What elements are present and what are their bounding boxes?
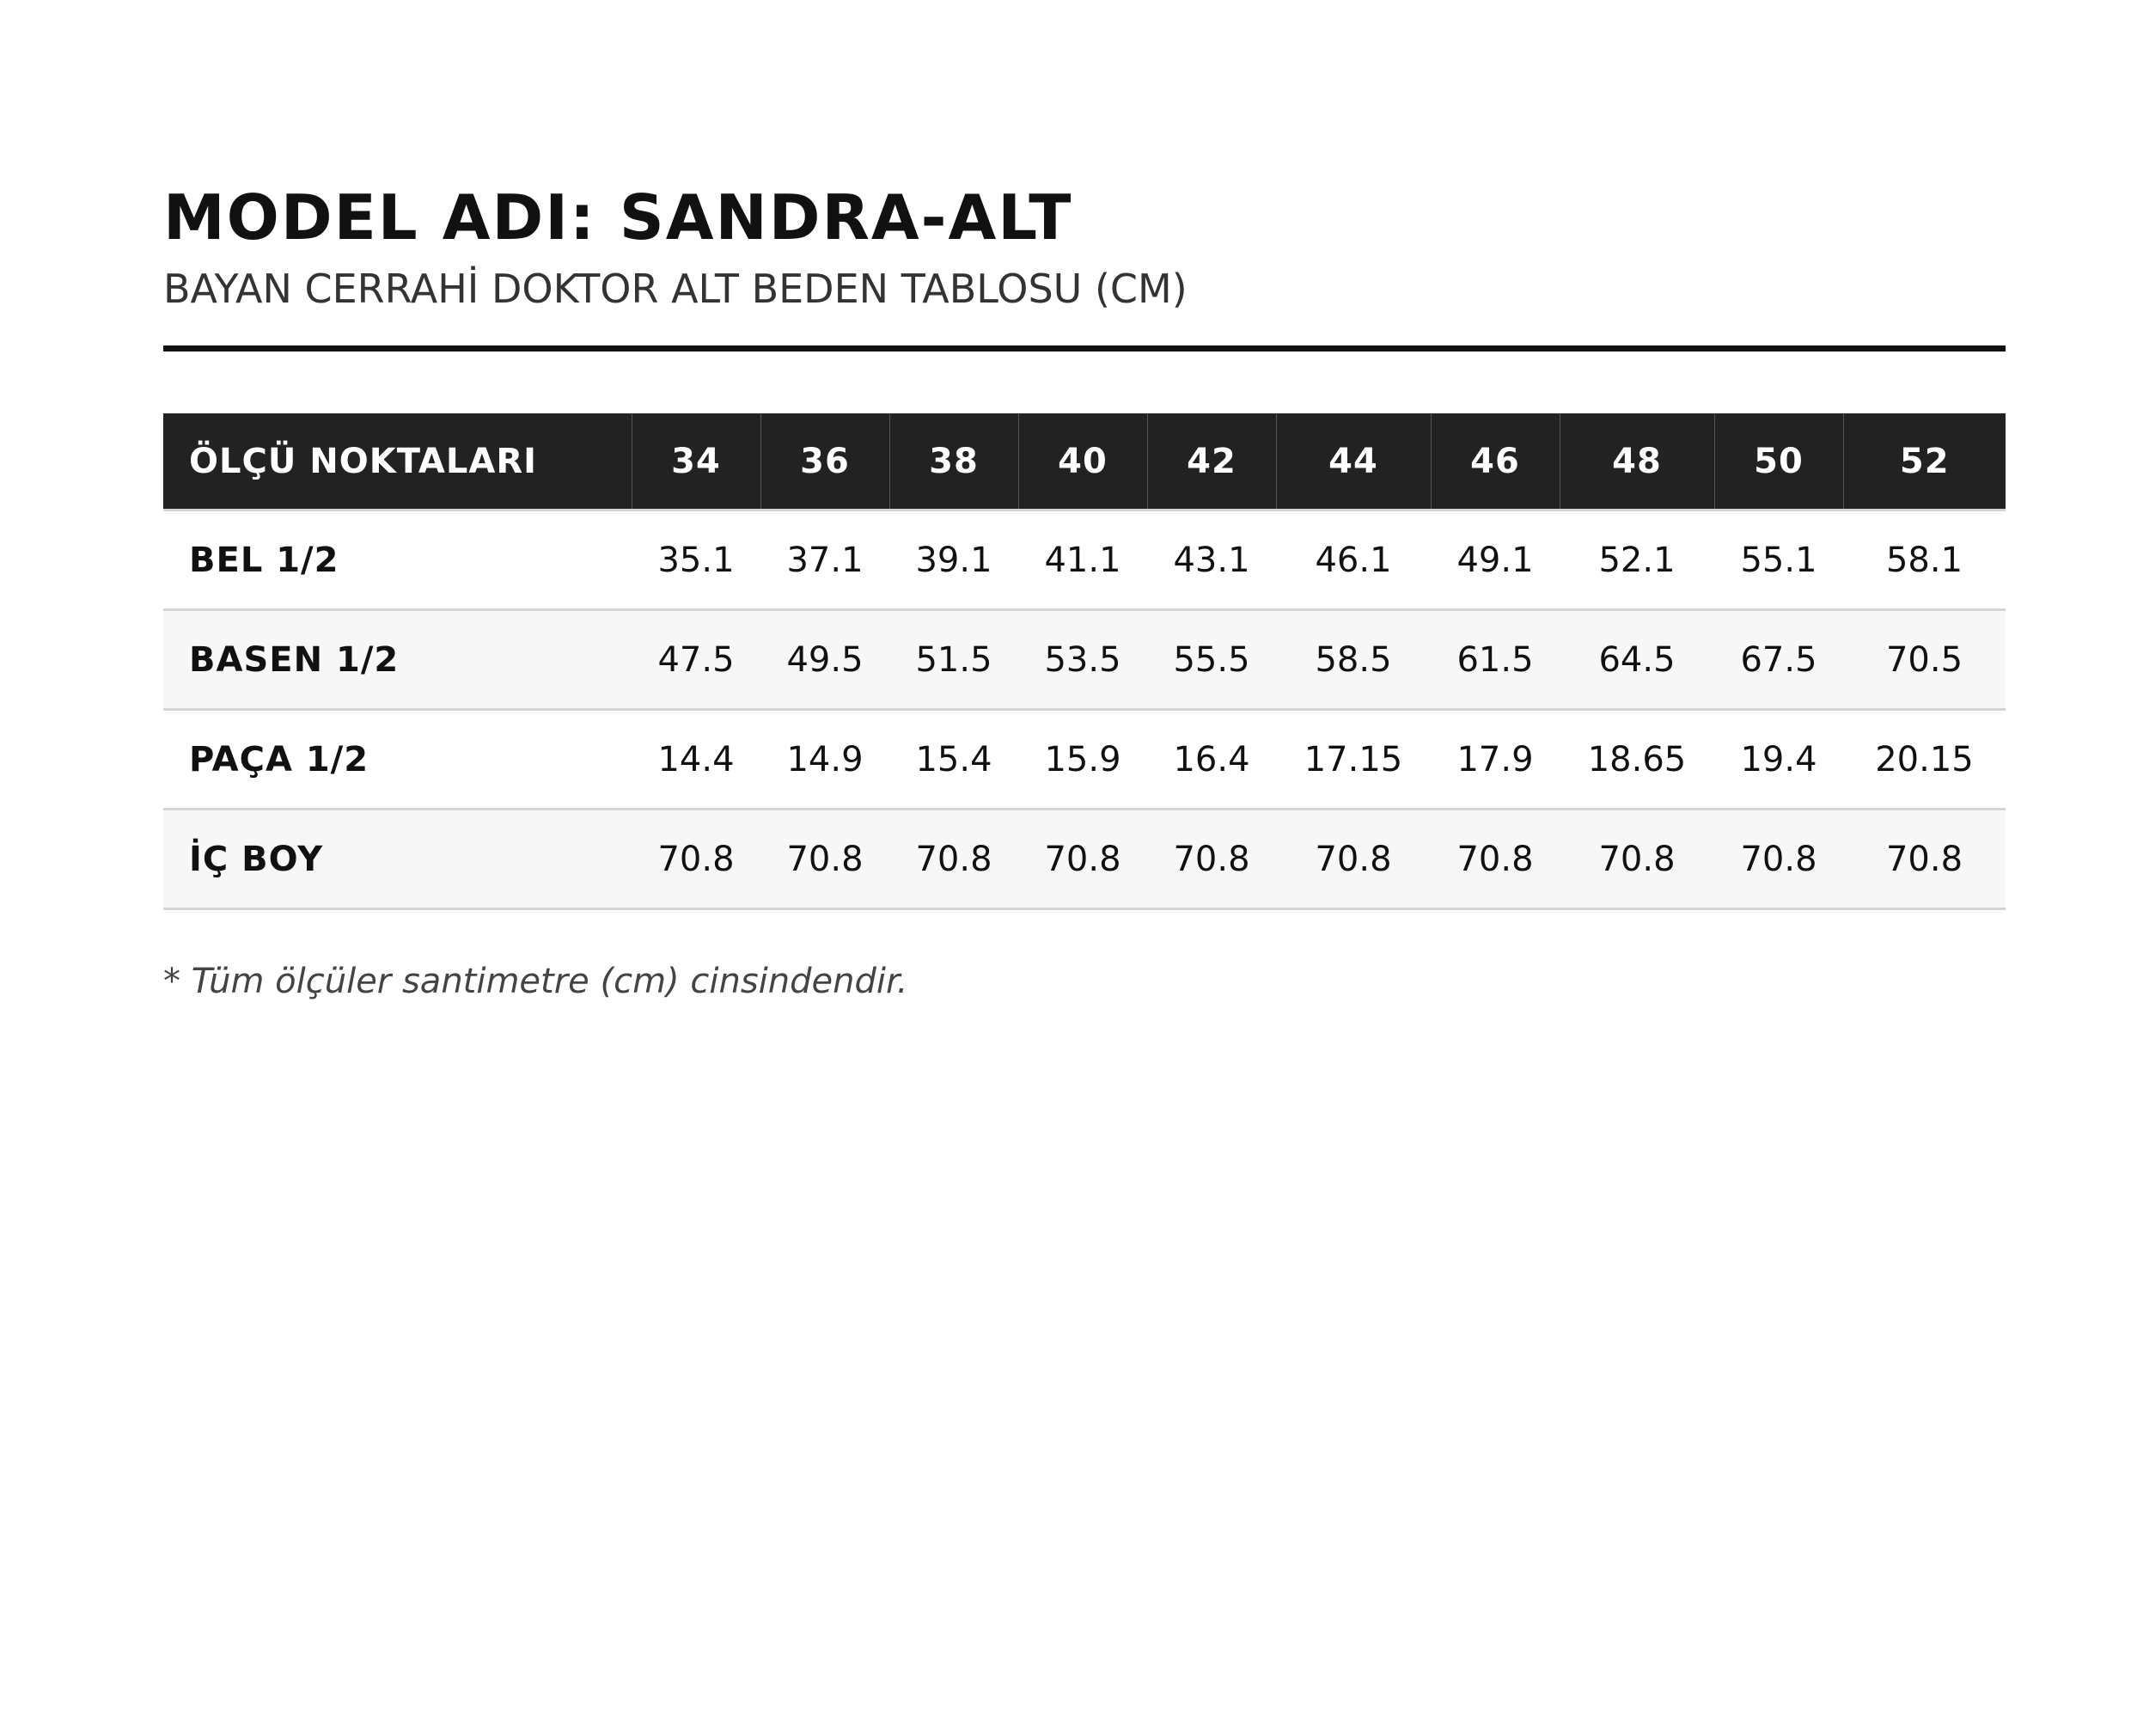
table-cell: 14.9 bbox=[760, 709, 889, 810]
table-row: BEL 1/2 35.1 37.1 39.1 41.1 43.1 46.1 49… bbox=[163, 510, 2006, 611]
table-cell: 70.8 bbox=[1843, 809, 2006, 910]
row-label-ic-boy: İÇ BOY bbox=[163, 809, 632, 910]
table-cell: 19.4 bbox=[1714, 709, 1843, 810]
header-size: 50 bbox=[1713, 413, 1843, 511]
table-cell: 15.9 bbox=[1018, 709, 1147, 810]
table-row: PAÇA 1/2 14.4 14.9 15.4 15.9 16.4 17.15 … bbox=[163, 709, 2006, 810]
page-subtitle: BAYAN CERRAHİ DOKTOR ALT BEDEN TABLOSU (… bbox=[163, 266, 1188, 312]
table-cell: 15.4 bbox=[889, 709, 1018, 810]
header-size: 36 bbox=[760, 413, 889, 511]
table-header-row: ÖLÇÜ NOKTALARI 34 36 38 40 42 44 46 48 5… bbox=[163, 413, 2006, 511]
table-cell: 18.65 bbox=[1560, 709, 1714, 810]
table-cell: 49.1 bbox=[1431, 510, 1560, 611]
header-size: 46 bbox=[1430, 413, 1560, 511]
table-cell: 53.5 bbox=[1018, 609, 1147, 711]
table-cell: 61.5 bbox=[1431, 609, 1560, 711]
table-cell: 55.1 bbox=[1714, 510, 1843, 611]
table-cell: 70.8 bbox=[1147, 809, 1276, 910]
table-cell: 58.5 bbox=[1276, 609, 1431, 711]
table-cell: 14.4 bbox=[632, 709, 760, 810]
table-cell: 49.5 bbox=[760, 609, 889, 711]
table-cell: 70.8 bbox=[632, 809, 760, 910]
table-cell: 41.1 bbox=[1018, 510, 1147, 611]
table-cell: 64.5 bbox=[1560, 609, 1714, 711]
size-chart-document: MODEL ADI: SANDRA-ALT BAYAN CERRAHİ DOKT… bbox=[163, 180, 2006, 1001]
table-cell: 70.8 bbox=[1714, 809, 1843, 910]
row-label-basen: BASEN 1/2 bbox=[163, 609, 632, 711]
table-cell: 39.1 bbox=[889, 510, 1018, 611]
table-cell: 17.9 bbox=[1431, 709, 1560, 810]
table-cell: 43.1 bbox=[1147, 510, 1276, 611]
header-size: 52 bbox=[1842, 413, 2006, 511]
table-row: BASEN 1/2 47.5 49.5 51.5 53.5 55.5 58.5 … bbox=[163, 609, 2006, 711]
header-measurement-points: ÖLÇÜ NOKTALARI bbox=[163, 413, 632, 511]
size-table: ÖLÇÜ NOKTALARI 34 36 38 40 42 44 46 48 5… bbox=[163, 413, 2006, 910]
row-label-paca: PAÇA 1/2 bbox=[163, 709, 632, 810]
table-cell: 70.8 bbox=[889, 809, 1018, 910]
table-cell: 55.5 bbox=[1147, 609, 1276, 711]
table-cell: 70.8 bbox=[1018, 809, 1147, 910]
header-size: 38 bbox=[888, 413, 1018, 511]
page-title: MODEL ADI: SANDRA-ALT bbox=[163, 181, 1073, 254]
table-cell: 35.1 bbox=[632, 510, 760, 611]
table-cell: 16.4 bbox=[1147, 709, 1276, 810]
table-cell: 58.1 bbox=[1843, 510, 2006, 611]
header-size: 48 bbox=[1559, 413, 1714, 511]
header-size: 34 bbox=[631, 413, 760, 511]
table-cell: 47.5 bbox=[632, 609, 760, 711]
table-cell: 46.1 bbox=[1276, 510, 1431, 611]
table-cell: 20.15 bbox=[1843, 709, 2006, 810]
table-cell: 70.8 bbox=[1431, 809, 1560, 910]
table-cell: 70.8 bbox=[760, 809, 889, 910]
title-divider bbox=[163, 345, 2006, 351]
table-cell: 51.5 bbox=[889, 609, 1018, 711]
table-cell: 37.1 bbox=[760, 510, 889, 611]
table-cell: 70.8 bbox=[1560, 809, 1714, 910]
table-cell: 70.8 bbox=[1276, 809, 1431, 910]
footnote: * Tüm ölçüler santimetre (cm) cinsindend… bbox=[163, 962, 908, 1001]
table-cell: 70.5 bbox=[1843, 609, 2006, 711]
table-cell: 67.5 bbox=[1714, 609, 1843, 711]
table-cell: 52.1 bbox=[1560, 510, 1714, 611]
header-size: 42 bbox=[1146, 413, 1276, 511]
row-label-bel: BEL 1/2 bbox=[163, 510, 632, 611]
table-cell: 17.15 bbox=[1276, 709, 1431, 810]
table-row: İÇ BOY 70.8 70.8 70.8 70.8 70.8 70.8 70.… bbox=[163, 809, 2006, 910]
header-size: 44 bbox=[1275, 413, 1431, 511]
header-size: 40 bbox=[1017, 413, 1147, 511]
